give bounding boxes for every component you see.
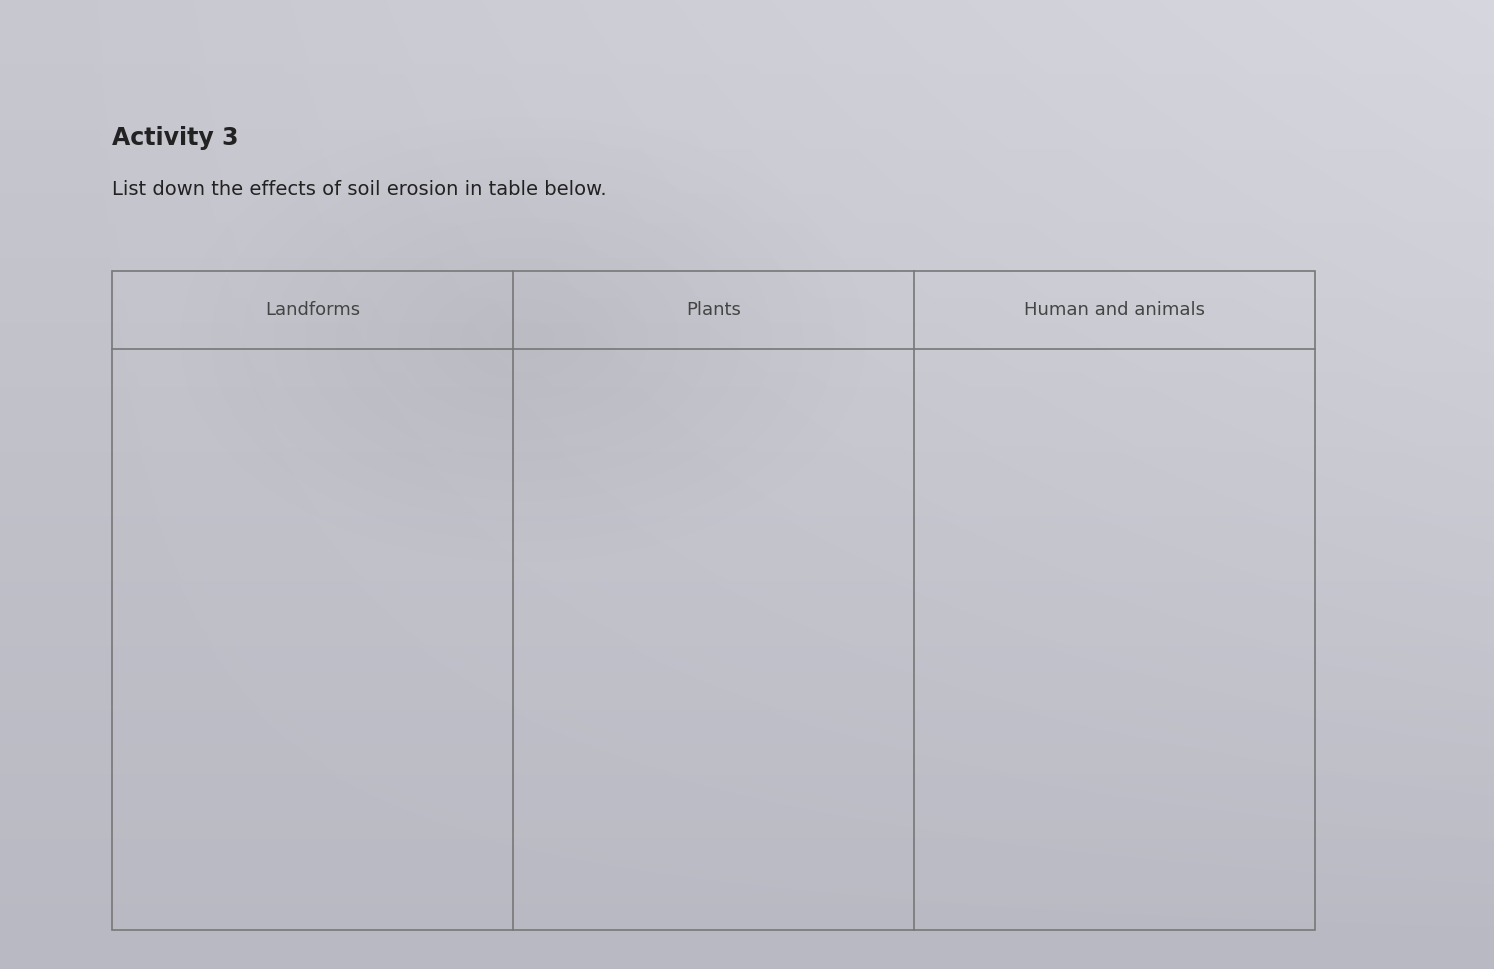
Bar: [112, 271, 1315, 930]
Text: List down the effects of soil erosion in table below.: List down the effects of soil erosion in…: [112, 179, 607, 199]
Text: Activity 3: Activity 3: [112, 126, 239, 150]
Text: Human and animals: Human and animals: [1023, 301, 1204, 319]
Text: Landforms: Landforms: [264, 301, 360, 319]
Text: Plants: Plants: [686, 301, 741, 319]
